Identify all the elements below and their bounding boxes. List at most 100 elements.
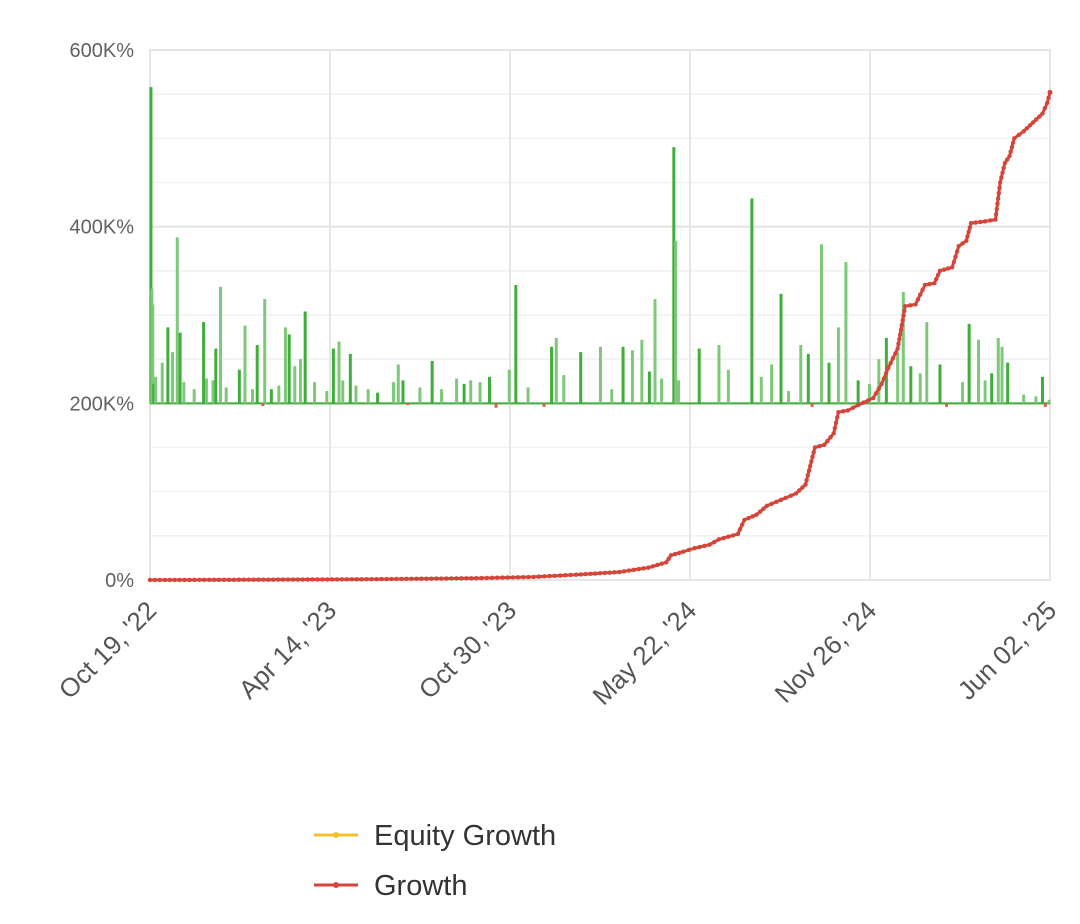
daily-bar <box>401 380 405 404</box>
daily-bar <box>827 362 831 404</box>
daily-bar <box>983 380 987 404</box>
growth-point <box>459 576 464 581</box>
growth-point <box>982 219 988 224</box>
daily-bar <box>799 345 803 404</box>
daily-bar <box>224 387 228 404</box>
growth-point <box>526 574 531 580</box>
daily-bar <box>779 293 783 404</box>
growth-point <box>1047 89 1053 95</box>
daily-bar <box>819 244 823 404</box>
growth-point <box>836 409 841 415</box>
growth-point <box>290 577 296 582</box>
x-tick-label: Apr 14, '23 <box>233 595 343 705</box>
growth-point <box>997 185 1002 190</box>
growth-point <box>807 463 813 469</box>
daily-bar <box>283 327 287 404</box>
legend-item-growth[interactable]: Growth <box>314 870 467 902</box>
x-tick-label: Oct 19, '22 <box>53 595 163 705</box>
growth-point <box>873 391 879 396</box>
growth-point <box>934 276 939 282</box>
growth-point <box>676 550 682 556</box>
growth-point <box>897 332 903 337</box>
daily-bar <box>867 383 871 404</box>
growth-point <box>464 576 469 581</box>
growth-point <box>646 565 651 570</box>
legend-item-equity-growth[interactable]: Equity Growth <box>314 820 556 852</box>
growth-point <box>192 577 197 583</box>
legend[interactable]: Equity Growth Growth <box>314 820 556 902</box>
daily-bar <box>237 369 241 404</box>
growth-point <box>359 577 364 582</box>
growth-point <box>454 576 459 581</box>
daily-bar <box>396 364 400 404</box>
growth-point <box>817 443 822 449</box>
growth-point <box>1027 123 1033 128</box>
growth-point <box>510 575 516 580</box>
growth-point <box>778 497 784 503</box>
daily-bar <box>392 382 396 404</box>
growth-point <box>1002 160 1008 166</box>
growth-point <box>822 442 827 448</box>
daily-bar <box>697 348 701 404</box>
growth-point <box>949 265 955 270</box>
daily-bar <box>478 382 482 404</box>
growth-point <box>978 219 983 225</box>
growth-point <box>542 574 547 579</box>
growth-point <box>681 549 686 554</box>
growth-point <box>500 575 505 580</box>
daily-bar <box>182 382 186 404</box>
growth-point <box>531 574 536 580</box>
growth-point <box>896 341 901 347</box>
growth-point <box>226 577 232 582</box>
growth-point <box>1005 157 1010 162</box>
growth-point <box>617 569 622 575</box>
growth-point <box>256 577 261 582</box>
growth-point <box>954 249 960 254</box>
growth-point <box>285 577 291 582</box>
growth-point <box>275 577 281 582</box>
growth-point <box>444 576 449 581</box>
daily-bar <box>430 360 434 404</box>
growth-point <box>1012 136 1017 141</box>
x-tick-label: Oct 30, '23 <box>413 595 523 705</box>
growth-point <box>810 454 815 459</box>
growth-point <box>855 402 861 408</box>
daily-bar <box>341 380 345 404</box>
growth-point <box>993 217 998 222</box>
growth-point <box>339 577 345 582</box>
daily-bar <box>542 403 546 407</box>
growth-point <box>379 576 384 582</box>
growth-point <box>1044 100 1050 106</box>
daily-bar <box>160 362 164 404</box>
growth-point <box>739 522 745 527</box>
growth-point <box>266 577 271 582</box>
growth-point <box>828 434 833 440</box>
daily-bar <box>967 323 971 404</box>
daily-bar <box>287 334 291 404</box>
growth-point <box>211 577 217 583</box>
growth-point <box>409 576 414 582</box>
growth-point <box>419 576 424 581</box>
growth-point <box>666 556 671 561</box>
growth-point <box>631 567 637 573</box>
daily-bar <box>255 345 259 404</box>
legend-growth-label: Growth <box>374 870 467 902</box>
daily-bar <box>376 392 380 404</box>
growth-point <box>697 544 702 550</box>
growth-point <box>850 405 856 410</box>
growth-point <box>602 570 608 576</box>
growth-point <box>730 533 736 538</box>
growth-point <box>310 577 315 582</box>
daily-bar <box>770 364 774 404</box>
growth-point <box>746 515 751 521</box>
daily-bar <box>918 373 922 404</box>
legend-equity-growth-marker <box>333 832 339 838</box>
growth-point <box>800 485 805 490</box>
growth-point <box>374 576 379 582</box>
growth-point <box>761 506 766 511</box>
daily-bar <box>325 390 329 404</box>
growth-point <box>737 527 743 532</box>
growth-point <box>659 561 665 566</box>
daily-bar <box>996 337 1000 404</box>
growth-point <box>964 238 969 243</box>
